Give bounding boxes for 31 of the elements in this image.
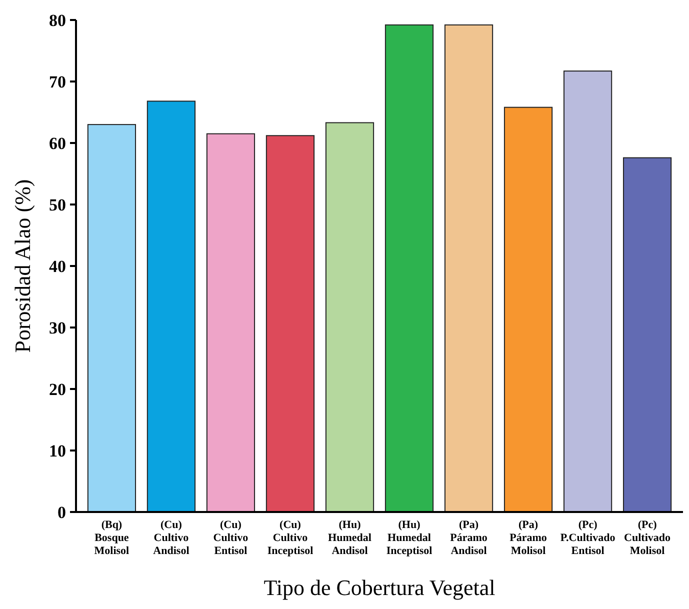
x-tick-label: (Pa) Páramo Molisol [510,519,548,557]
bar [622,157,672,512]
bar [146,100,196,512]
y-tick-label: 50 [49,195,66,214]
bar [444,24,494,512]
bar [325,122,374,512]
x-tick-label: (Bq) Bosque Molisol [94,519,130,557]
x-tick-label: (Hu) Humedal Andisol [328,519,372,557]
y-tick-label: 10 [49,441,66,460]
x-tick-label: (Pc) P.Cultivado Entisol [560,519,616,557]
y-tick-label: 80 [49,10,66,30]
bar [563,70,612,512]
y-axis-title: Porosidad Alao (%) [10,179,35,353]
x-tick-label: (Pc) Cultivado Molisol [624,519,672,557]
bar [206,133,256,512]
x-tick-label: (Pa) Páramo Andisol [450,519,488,557]
y-tick-label: 30 [49,318,66,338]
y-tick-label: 70 [49,72,66,92]
bar [87,124,136,512]
bar [266,135,315,512]
x-tick-label: (Cu) Cultivo Entisol [213,519,249,557]
bar [384,24,434,512]
bar [504,106,553,512]
x-tick-label: (Hu) Humedal Inceptisol [386,519,432,557]
x-tick-label: (Cu) Cultivo Inceptisol [267,519,314,557]
y-tick-label: 0 [58,502,66,522]
y-tick-label: 40 [49,256,66,276]
x-axis-title: Tipo de Cobertura Vegetal [264,575,496,600]
y-tick-label: 60 [49,134,66,153]
x-tick-label: (Cu) Cultivo Andisol [153,519,190,557]
y-tick-label: 20 [49,380,66,399]
